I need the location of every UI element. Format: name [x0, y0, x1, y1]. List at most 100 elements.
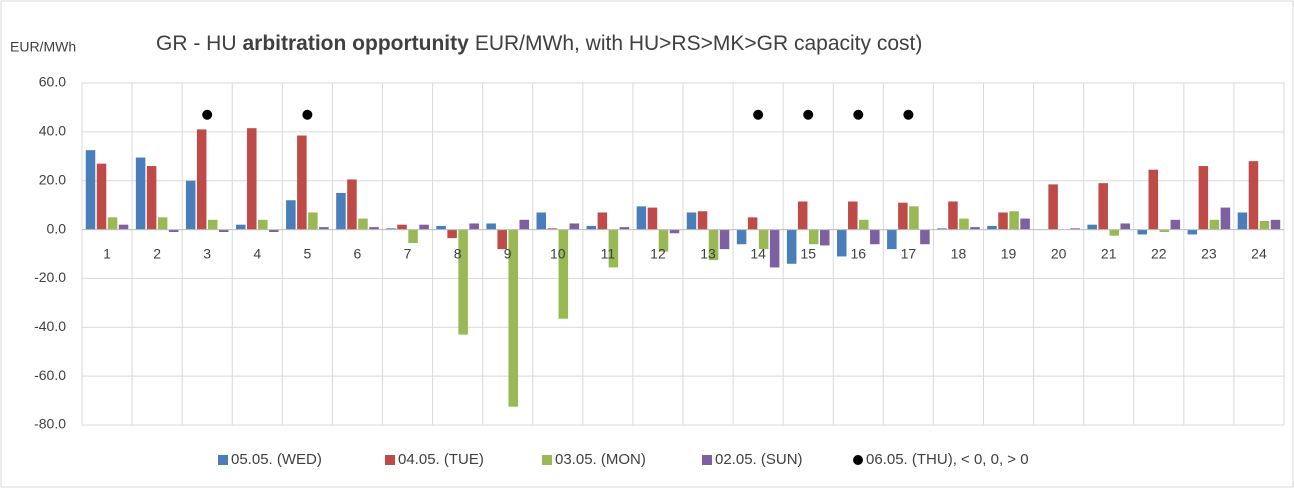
bar	[948, 201, 958, 230]
bar	[308, 212, 318, 230]
bar	[558, 229, 569, 319]
bar	[920, 229, 930, 245]
x-tick-label: 22	[1151, 245, 1167, 261]
bar	[747, 217, 758, 230]
y-tick-label: 20.0	[39, 171, 66, 187]
bar	[508, 229, 518, 407]
dot-marker	[853, 109, 864, 120]
dot-marker	[903, 109, 914, 120]
bar	[286, 200, 296, 230]
bar	[107, 217, 118, 230]
x-tick-label: 1	[103, 245, 111, 261]
x-tick-label: 4	[253, 245, 261, 261]
bar	[118, 224, 129, 230]
bar	[258, 219, 268, 230]
bar	[458, 229, 468, 335]
bar	[1020, 218, 1030, 230]
bar	[586, 225, 597, 230]
legend-label: 06.05. (THU), < 0, 0, > 0	[866, 451, 1029, 468]
x-tick-label: 9	[504, 245, 512, 261]
bar	[937, 228, 947, 230]
bar	[697, 211, 708, 230]
x-tick-label: 10	[550, 245, 566, 261]
bar	[207, 219, 218, 230]
bar	[1137, 229, 1148, 235]
bar	[819, 229, 830, 246]
bar	[397, 224, 407, 230]
bar	[769, 229, 780, 268]
bar	[1048, 184, 1058, 230]
bar	[719, 229, 730, 250]
y-tick-label: -20.0	[34, 269, 66, 285]
bar	[837, 229, 847, 257]
title-part: EUR/MWh, with HU>RS>MK>GR capacity cost)	[475, 32, 923, 55]
bar	[1170, 219, 1181, 230]
x-tick-label: 14	[750, 245, 766, 261]
bar	[887, 229, 897, 250]
bar	[608, 229, 619, 268]
x-tick-label: 18	[951, 245, 967, 261]
bar	[1159, 229, 1170, 233]
bar	[597, 212, 608, 230]
bar	[196, 129, 207, 230]
x-tick-label: 2	[153, 245, 161, 261]
bar	[898, 202, 908, 230]
bar	[469, 223, 479, 230]
x-tick-label: 3	[203, 245, 211, 261]
legend-marker	[385, 455, 395, 465]
y-tick-label: 40.0	[39, 123, 66, 139]
x-tick-label: 19	[1001, 245, 1017, 261]
legend-marker	[218, 455, 228, 465]
bar	[1237, 212, 1248, 230]
bar	[909, 206, 919, 230]
y-axis-label: EUR/MWh	[10, 39, 76, 55]
bar	[686, 212, 697, 230]
x-tick-label: 8	[454, 245, 462, 261]
bar	[758, 229, 769, 250]
bar	[1098, 183, 1108, 230]
y-tick-label: 0.0	[47, 220, 67, 236]
bar	[269, 229, 279, 233]
legend-label: 03.05. (MON)	[555, 451, 646, 468]
bar	[970, 227, 980, 230]
bar	[669, 229, 680, 234]
bar	[319, 227, 329, 230]
bar	[218, 229, 229, 233]
bar	[808, 229, 819, 245]
bar	[146, 166, 157, 230]
bar	[786, 229, 797, 264]
x-tick-label: 6	[354, 245, 362, 261]
legend-marker	[702, 455, 712, 465]
legend-marker	[542, 455, 552, 465]
bar	[436, 225, 446, 230]
x-tick-label: 12	[650, 245, 666, 261]
dot-marker	[202, 109, 213, 120]
bar	[1270, 219, 1281, 230]
x-tick-label: 24	[1251, 245, 1267, 261]
bar	[297, 135, 307, 230]
x-tick-label: 20	[1051, 245, 1067, 261]
dot-marker	[302, 109, 313, 120]
bar	[519, 219, 529, 230]
bar	[736, 229, 747, 245]
legend-marker	[853, 455, 863, 465]
bar	[1120, 223, 1130, 230]
bar	[1187, 229, 1198, 235]
bar	[85, 150, 96, 230]
bar	[636, 206, 647, 230]
y-tick-label: -80.0	[34, 416, 66, 432]
title-part: GR - HU	[156, 32, 237, 55]
x-tick-label: 15	[800, 245, 816, 261]
bar	[1109, 229, 1119, 236]
bar	[386, 228, 396, 230]
bar	[1198, 166, 1209, 230]
bar	[859, 219, 869, 230]
bar	[1259, 221, 1270, 230]
bar	[236, 224, 246, 230]
bar	[347, 179, 357, 230]
bar	[1148, 169, 1159, 230]
bar	[168, 229, 179, 233]
bar	[447, 229, 457, 239]
